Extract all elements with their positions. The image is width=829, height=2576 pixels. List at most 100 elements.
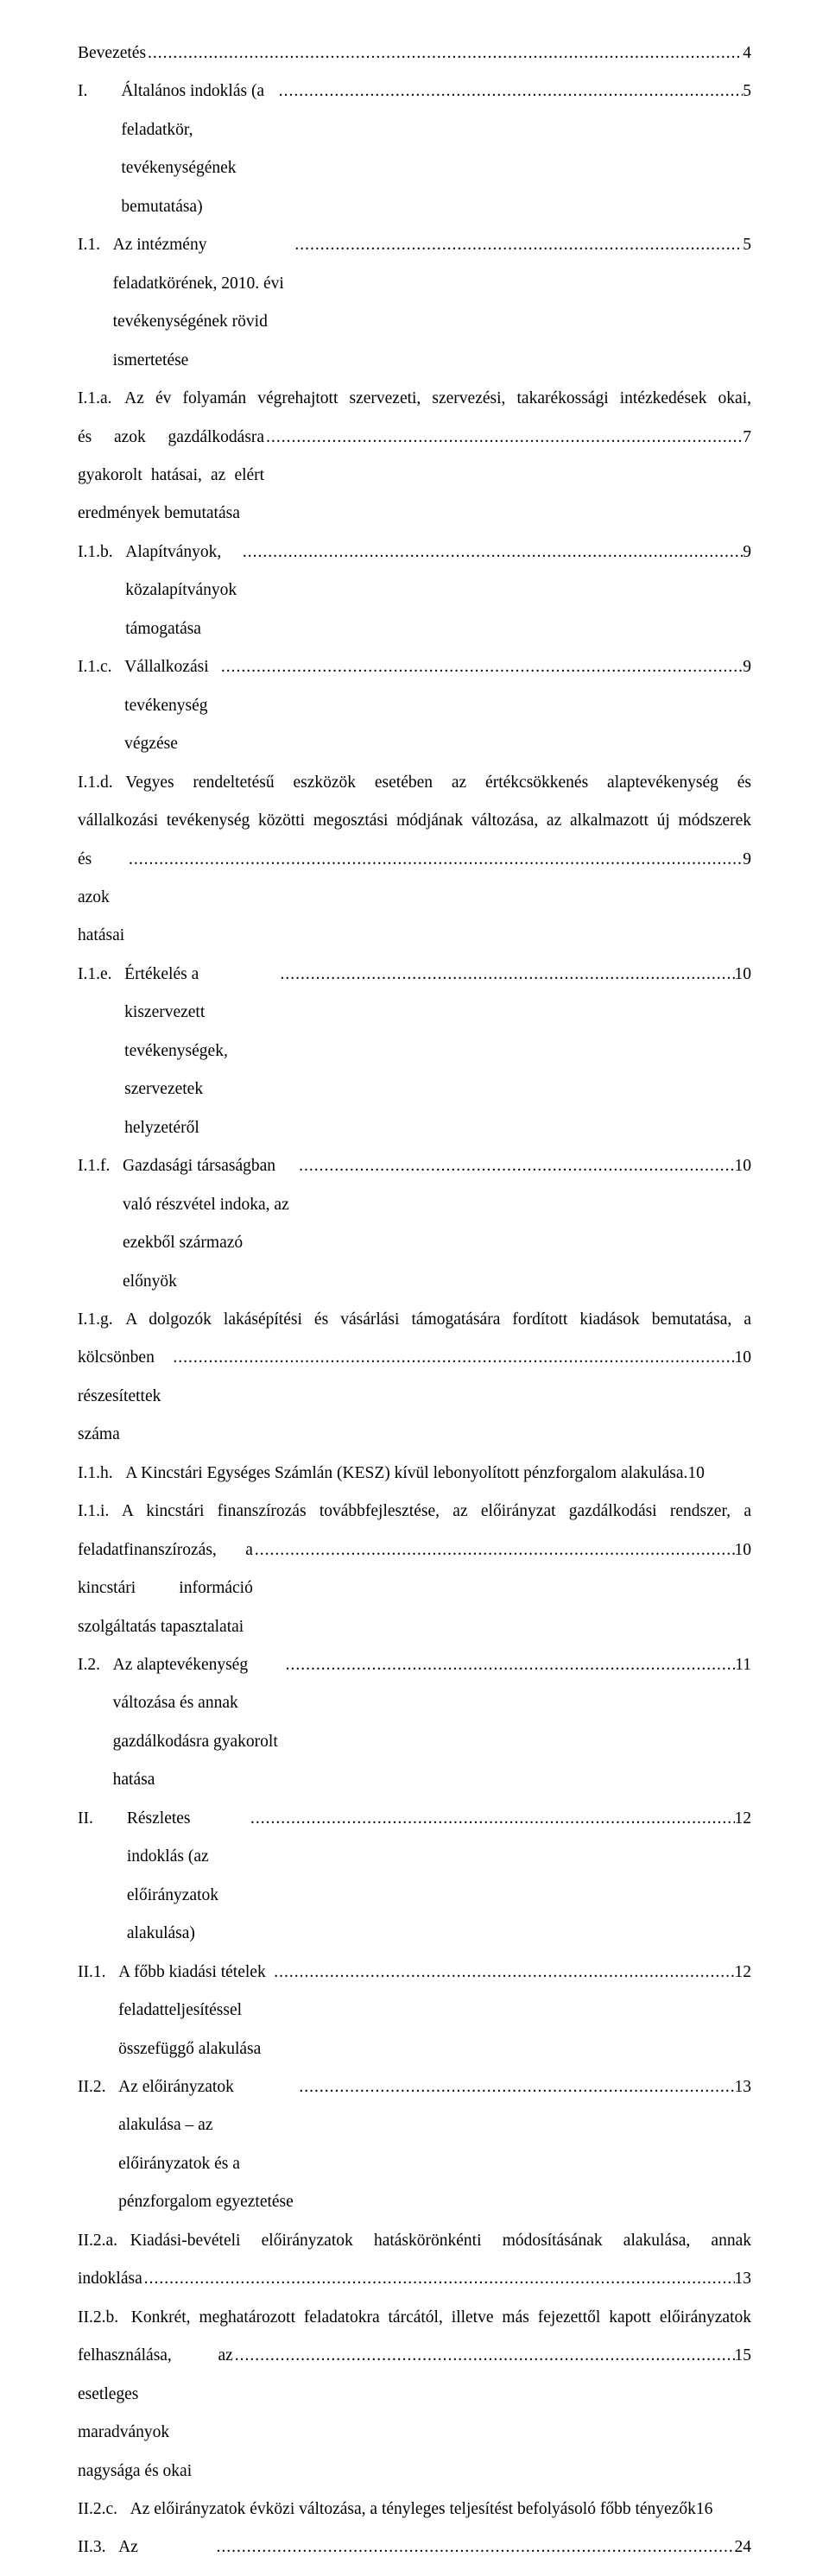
toc-label: II.2. <box>78 2068 118 2106</box>
toc-title: Az intézmény feladatkörének, 2010. évi t… <box>113 226 294 380</box>
toc-page: 10 <box>735 1339 752 1377</box>
toc-title: Az intézményi bevételek alakulása <box>118 2529 214 2576</box>
toc-page: 12 <box>735 1800 752 1838</box>
toc-page: 15 <box>735 2337 752 2375</box>
toc-title-line: Kiadási-bevételi előirányzatok hatáskörö… <box>130 2222 751 2260</box>
toc-leader: ........................................… <box>279 956 735 994</box>
toc-leader: ........................................… <box>219 648 743 686</box>
toc-leader: ........................................… <box>253 1531 735 1569</box>
toc-page: 13 <box>735 2068 752 2106</box>
toc-leader: ........................................… <box>171 1339 734 1377</box>
toc-leader: ........................................… <box>249 1800 735 1838</box>
toc-entry: II.3. Az intézményi bevételek alakulása.… <box>78 2529 751 2576</box>
toc-page: 13 <box>735 2260 752 2298</box>
toc-title: A főbb kiadási tételek feladatteljesítés… <box>118 1954 272 2068</box>
toc-title: Vállalkozási tevékenység végzése <box>124 648 219 763</box>
toc-label: I.1.e. <box>78 956 124 994</box>
toc-page: 9 <box>743 841 751 879</box>
toc-leader: ........................................… <box>233 2337 735 2375</box>
toc-page: 16 <box>696 2491 713 2529</box>
toc-title-line: Konkrét, meghatározott feladatokra tárcá… <box>131 2299 751 2337</box>
toc-leader: ........................................… <box>127 841 743 879</box>
toc-title-line: és azok hatásai <box>78 841 127 956</box>
toc-leader: ........................................… <box>293 226 743 264</box>
toc-leader: ........................................… <box>264 419 743 457</box>
toc-entry: II.2. Az előirányzatok alakulása – az el… <box>78 2068 751 2222</box>
toc-leader: ........................................… <box>284 1646 736 1684</box>
toc-leader: ........................................… <box>297 1147 734 1185</box>
toc-title: Az alaptevékenység változása és annak ga… <box>113 1646 284 1800</box>
toc-title-line: felhasználása, az esetleges maradványok … <box>78 2337 233 2491</box>
toc-page: 12 <box>735 1954 752 1992</box>
toc-title: Az előirányzatok alakulása – az előirány… <box>118 2068 297 2222</box>
toc-title: Gazdasági társaságban való részvétel ind… <box>123 1147 297 1301</box>
toc-label: I.1.a. <box>78 380 124 418</box>
toc-leader: ........................................… <box>277 73 743 110</box>
toc-title-line: Az év folyamán végrehajtott szervezeti, … <box>124 380 751 418</box>
toc-label: II.3. <box>78 2529 118 2567</box>
toc-entry: II.1. A főbb kiadási tételek feladattelj… <box>78 1954 751 2068</box>
toc-entry: I.1.b. Alapítványok, közalapítványok tám… <box>78 534 751 648</box>
toc-leader: ........................................… <box>272 1954 734 1992</box>
toc-title-line: feladatfinanszírozás, a kincstári inform… <box>78 1531 253 1646</box>
toc-entry: I.1.h. A Kincstári Egységes Számlán (KES… <box>78 1455 751 1493</box>
toc-entry: II. Részletes indoklás (az előirányzatok… <box>78 1800 751 1954</box>
toc-entry: I.1.i. A kincstári finanszírozás továbbf… <box>78 1493 751 1646</box>
toc-label: I.1.b. <box>78 534 125 571</box>
toc-leader: ........................................… <box>241 534 743 571</box>
toc-entry: II.2.a. Kiadási-bevételi előirányzatok h… <box>78 2222 751 2299</box>
toc-page: 9 <box>743 648 751 686</box>
toc-entry: I.1.f. Gazdasági társaságban való részvé… <box>78 1147 751 1301</box>
toc-page: 5 <box>743 73 751 110</box>
toc-title: Alapítványok, közalapítványok támogatása <box>125 534 241 648</box>
toc-title: A Kincstári Egységes Számlán (KESZ) kívü… <box>125 1455 683 1493</box>
toc-label: II. <box>78 1800 127 1838</box>
toc-label: I.1.d. <box>78 764 125 802</box>
toc-title-line: A kincstári finanszírozás továbbfejleszt… <box>122 1493 751 1531</box>
toc-entry: I.1.g. A dolgozók lakásépítési és vásárl… <box>78 1301 751 1455</box>
toc-entry: II.2.b. Konkrét, meghatározott feladatok… <box>78 2299 751 2491</box>
toc-title-line: Vegyes rendeltetésű eszközök esetében az… <box>125 764 751 802</box>
page: Bevezetés...............................… <box>0 0 829 2576</box>
toc-title-line: indoklása <box>78 2260 142 2298</box>
toc-label: I.1.h. <box>78 1455 125 1493</box>
toc-label: I.1.f. <box>78 1147 123 1185</box>
toc-leader: ........................................… <box>297 2068 734 2106</box>
table-of-contents: Bevezetés...............................… <box>78 35 751 2576</box>
toc-entry: I.1.c. Vállalkozási tevékenység végzése.… <box>78 648 751 763</box>
toc-page: 10 <box>735 956 752 994</box>
toc-title-line: és azok gazdálkodásra gyakorolt hatásai,… <box>78 419 264 534</box>
toc-entry: Bevezetés...............................… <box>78 35 751 73</box>
toc-entry: II.2.c. Az előirányzatok évközi változás… <box>78 2491 751 2529</box>
toc-label: I.1.g. <box>78 1301 125 1339</box>
toc-title-line: vállalkozási tevékenység közötti megoszt… <box>78 802 751 840</box>
toc-page: 7 <box>743 419 751 457</box>
toc-page: 10 <box>735 1147 752 1185</box>
toc-label: II.2.a. <box>78 2222 130 2260</box>
toc-page: 4 <box>743 35 751 73</box>
toc-label: II.2.c. <box>78 2491 130 2529</box>
toc-page: 24 <box>735 2529 752 2567</box>
toc-page: 10 <box>735 1531 752 1569</box>
toc-label: II.1. <box>78 1954 118 1992</box>
toc-entry: I.2. Az alaptevékenység változása és ann… <box>78 1646 751 1800</box>
toc-entry: I.1.e. Értékelés a kiszervezett tevékeny… <box>78 956 751 1147</box>
toc-label: I.1. <box>78 226 113 264</box>
toc-title-line: kölcsönben részesítettek száma <box>78 1339 171 1454</box>
toc-entry: I.1.d. Vegyes rendeltetésű eszközök eset… <box>78 764 751 956</box>
toc-label: I.1.i. <box>78 1493 122 1531</box>
toc-title-line: A dolgozók lakásépítési és vásárlási tám… <box>125 1301 751 1339</box>
toc-title: Az előirányzatok évközi változása, a tén… <box>130 2491 696 2529</box>
toc-leader: ........................................… <box>142 2260 735 2298</box>
toc-label: II.2.b. <box>78 2299 131 2337</box>
toc-leader: ........................................… <box>146 35 743 73</box>
toc-title: Bevezetés <box>78 35 146 73</box>
toc-entry: I.1. Az intézmény feladatkörének, 2010. … <box>78 226 751 380</box>
toc-page: 11 <box>735 1646 751 1684</box>
toc-leader: ........................................… <box>214 2529 734 2567</box>
toc-entry: I.1.a. Az év folyamán végrehajtott szerv… <box>78 380 751 534</box>
toc-page: 9 <box>743 534 751 571</box>
toc-label: I.2. <box>78 1646 113 1684</box>
toc-label: I.1.c. <box>78 648 124 686</box>
toc-title: Általános indoklás (a feladatkör, tevéke… <box>121 73 276 226</box>
